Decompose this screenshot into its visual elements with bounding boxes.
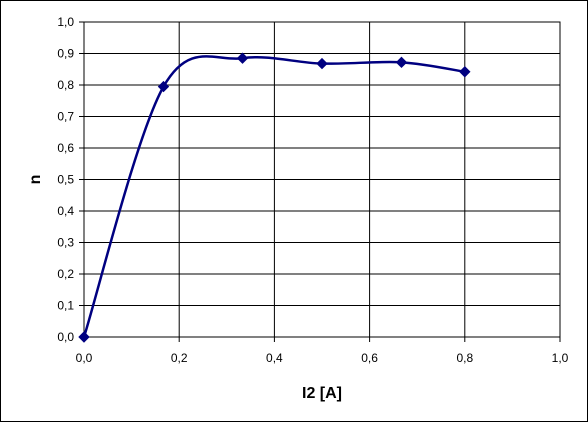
x-tick-label: 0,6 bbox=[361, 351, 378, 365]
x-tick-label: 0,2 bbox=[171, 351, 188, 365]
x-axis-title: I2 [A] bbox=[302, 385, 342, 402]
data-point-marker bbox=[236, 52, 249, 64]
y-tick-label: 0,5 bbox=[57, 173, 74, 187]
x-tick-label: 0,4 bbox=[266, 351, 283, 365]
y-tick-label: 0,3 bbox=[57, 236, 74, 250]
y-tick-label: 1,0 bbox=[57, 15, 74, 29]
y-tick-labels: 0,0 0,1 0,2 0,3 0,4 0,5 0,6 0,7 0,8 0,9 1,0 bbox=[57, 15, 74, 344]
y-tick-label: 0,8 bbox=[57, 78, 74, 92]
data-point-marker bbox=[395, 56, 408, 69]
series bbox=[78, 52, 471, 343]
y-tick-label: 0,1 bbox=[57, 299, 74, 313]
data-point-marker bbox=[78, 331, 90, 343]
data-point-marker bbox=[157, 80, 170, 93]
axes bbox=[79, 21, 561, 342]
y-tick-label: 0,9 bbox=[57, 47, 74, 61]
y-tick-label: 0,6 bbox=[57, 141, 74, 155]
y-tick-label: 0,7 bbox=[57, 110, 74, 124]
x-tick-label: 0,0 bbox=[76, 351, 93, 365]
x-tick-labels: 0,0 0,2 0,4 0,6 0,8 1,0 bbox=[76, 351, 569, 365]
y-axis-title: n bbox=[27, 175, 44, 185]
y-tick-label: 0,2 bbox=[57, 267, 74, 281]
y-tick-label: 0,0 bbox=[57, 330, 74, 344]
data-point-marker bbox=[316, 57, 328, 70]
x-tick-label: 0,8 bbox=[456, 351, 473, 365]
y-tick-label: 0,4 bbox=[57, 204, 74, 218]
data-point-marker bbox=[459, 66, 471, 78]
x-tick-label: 1,0 bbox=[552, 351, 569, 365]
